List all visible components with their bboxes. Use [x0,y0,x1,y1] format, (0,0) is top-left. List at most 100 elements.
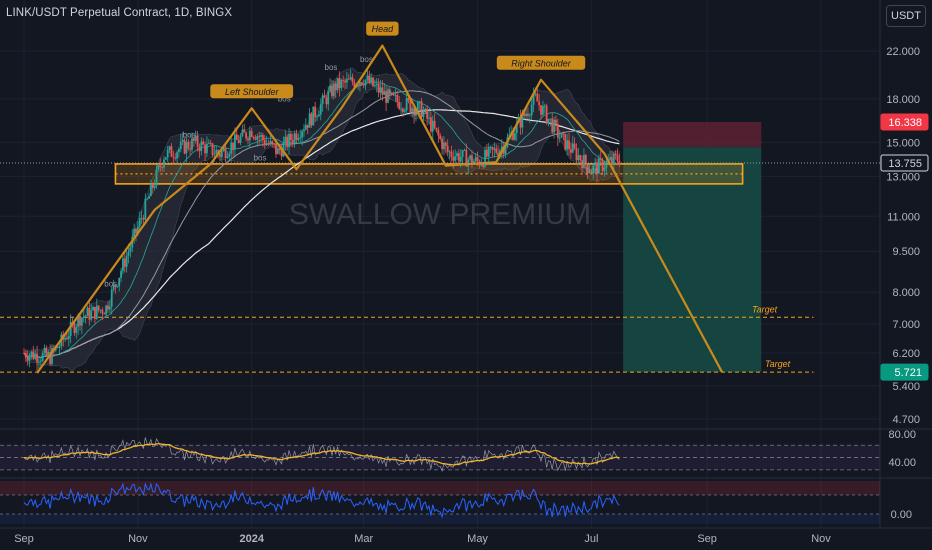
candle-body [286,136,289,148]
bos-label: bos [586,166,599,175]
candle-body [176,152,178,159]
candle-body [146,198,149,200]
candle-body [497,152,499,156]
head-shoulders-pattern[interactable] [36,44,724,374]
candle-body [66,337,68,340]
osc-lower-band [0,514,880,524]
candle-body [493,148,496,150]
time-tick-label: Sep [697,533,717,545]
candle-body [353,82,356,87]
pattern-label-box[interactable] [210,84,294,99]
candle-body [372,77,374,87]
candle-body [562,133,565,135]
candle-body [469,155,471,160]
candle-body [312,106,315,126]
oscillator-pane[interactable]: 0.00 [0,481,912,524]
neckline-zone[interactable] [114,163,744,185]
candle-body [38,361,40,363]
osc-tick-label: 0.00 [891,509,912,521]
main-pane[interactable]: TargetTargetbosbosbosbosbosbosbosbosLeft… [0,21,880,374]
candle-body [79,315,81,326]
time-tick-label: Jul [584,533,598,545]
candle-body [402,108,404,112]
candle-body [75,327,78,333]
candle-body [545,105,548,124]
candle-body [560,133,563,138]
candle-body [94,306,96,319]
candle-body [379,87,382,93]
candle-body [359,82,361,86]
rsi-pane[interactable]: 80.00 40.00 [0,429,916,472]
candle-body [24,353,27,358]
candle-body [556,123,559,138]
candle-body [120,270,122,278]
candle-body [291,140,294,143]
candle-body [357,84,360,86]
price-tick-label: 7.000 [892,319,920,331]
candle-body [338,78,341,89]
candle-body [614,153,617,156]
bos-label: bos [414,107,427,116]
current-price-tag: 13.755 [888,158,922,170]
candle-body [118,277,121,287]
candle-body [571,143,574,153]
candle-body [340,80,343,89]
candle-body [56,346,59,348]
candle-body [487,147,490,157]
candle-body [138,218,141,227]
time-tick-label: Mar [354,533,373,545]
ma-20-line [23,81,620,358]
candle-body [178,148,180,153]
candle-body [463,149,466,151]
bos-label: bos [360,55,373,64]
candle-body [429,117,432,132]
candle-body [135,228,137,234]
candle-body [334,83,337,91]
bos-label: bos [278,95,291,104]
candle-body [254,137,257,140]
candle-body [403,110,406,112]
candle-body [295,133,298,140]
candle-body [426,108,429,119]
candle-body [142,218,145,220]
candle-body [183,139,186,154]
candle-body [586,164,589,173]
candle-body [435,127,438,130]
stop-loss-zone[interactable] [623,121,762,148]
candle-body [564,133,567,150]
candle-body [304,125,307,130]
candle-body [151,183,154,189]
candle-body [230,142,233,154]
candle-body [597,158,600,174]
currency-button[interactable]: USDT [886,5,926,27]
watermark: SWALLOW PREMIUM [289,198,591,231]
candle-body [211,143,214,155]
candle-body [219,153,221,157]
candle-body [457,153,460,162]
candle-body [388,89,391,95]
osc-upper-band [0,481,880,495]
candle-body [474,157,477,162]
candle-body [549,118,552,120]
pattern-label-box[interactable] [366,21,399,36]
candle-body [547,118,550,124]
candle-body [527,113,529,116]
price-tick-label: 8.000 [892,287,920,299]
pattern-label-box[interactable] [496,55,586,70]
candle-body [364,79,367,86]
candle-body [327,91,330,105]
candle-body [103,313,106,315]
candle-body [181,139,184,142]
candle-body [551,118,554,133]
candle-body [336,78,339,91]
candle-body [275,144,277,155]
candle-body [344,80,346,83]
candle-body [267,143,270,145]
candle-body [308,113,311,128]
candle-body [243,129,246,133]
candle-body [276,148,279,155]
candle-body [480,163,483,166]
candle-body [592,165,595,173]
candle-body [420,101,423,117]
